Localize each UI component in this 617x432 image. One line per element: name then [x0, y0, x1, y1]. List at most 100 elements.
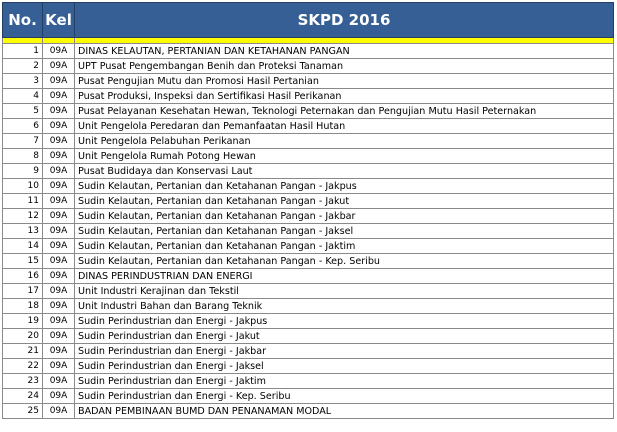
kel-cell[interactable]: 09A: [42, 208, 75, 224]
row-number-cell[interactable]: 25: [2, 403, 43, 419]
row-number-cell[interactable]: 14: [2, 238, 43, 254]
skpd-name-cell[interactable]: Sudin Perindustrian dan Energi - Jakbar: [74, 343, 614, 359]
kel-cell[interactable]: 09A: [42, 388, 75, 404]
skpd-name-cell[interactable]: Sudin Perindustrian dan Energi - Jakpus: [74, 313, 614, 329]
row-number-cell[interactable]: 6: [2, 118, 43, 134]
kel-cell[interactable]: 09A: [42, 328, 75, 344]
skpd-name-cell[interactable]: Sudin Kelautan, Pertanian dan Ketahanan …: [74, 178, 614, 194]
table-header: No. Kel SKPD 2016: [2, 2, 614, 38]
kel-cell[interactable]: 09A: [42, 43, 75, 59]
kel-cell[interactable]: 09A: [42, 133, 75, 149]
skpd-name-cell[interactable]: Sudin Kelautan, Pertanian dan Ketahanan …: [74, 223, 614, 239]
table-row: 21 09A Sudin Perindustrian dan Energi - Ja…: [2, 343, 614, 359]
kel-cell[interactable]: 09A: [42, 103, 75, 119]
skpd-name-cell[interactable]: Sudin Kelautan, Pertanian dan Ketahanan …: [74, 238, 614, 254]
row-number-cell[interactable]: 17: [2, 283, 43, 299]
kel-cell[interactable]: 09A: [42, 73, 75, 89]
table-row: 17 09A Unit Industri Kerajinan dan Tekstil: [2, 283, 614, 299]
table-row: 5 09A Pusat Pelayanan Kesehatan Hewan, Tek…: [2, 103, 614, 119]
table-row: 10 09A Sudin Kelautan, Pertanian dan Ketah…: [2, 178, 614, 194]
skpd-name-cell[interactable]: Sudin Kelautan, Pertanian dan Ketahanan …: [74, 193, 614, 209]
row-number-cell[interactable]: 10: [2, 178, 43, 194]
kel-cell[interactable]: 09A: [42, 193, 75, 209]
row-number-cell[interactable]: 19: [2, 313, 43, 329]
kel-cell[interactable]: 09A: [42, 178, 75, 194]
skpd-name-cell[interactable]: DINAS KELAUTAN, PERTANIAN DAN KETAHANAN …: [74, 43, 614, 59]
skpd-name-cell[interactable]: Sudin Perindustrian dan Energi - Kep. Se…: [74, 388, 614, 404]
skpd-name-cell[interactable]: Pusat Budidaya dan Konservasi Laut: [74, 163, 614, 179]
row-number-cell[interactable]: 18: [2, 298, 43, 314]
skpd-name-cell[interactable]: Unit Industri Kerajinan dan Tekstil: [74, 283, 614, 299]
row-number-cell[interactable]: 3: [2, 73, 43, 89]
table-body: 1 09A DINAS KELAUTAN, PERTANIAN DAN KETAHA…: [2, 37, 614, 419]
skpd-name-cell[interactable]: Sudin Kelautan, Pertanian dan Ketahanan …: [74, 253, 614, 269]
kel-cell[interactable]: 09A: [42, 268, 75, 284]
row-number-cell[interactable]: 24: [2, 388, 43, 404]
kel-cell[interactable]: 09A: [42, 88, 75, 104]
skpd-name-cell[interactable]: Sudin Perindustrian dan Energi - Jaksel: [74, 358, 614, 374]
table-row: 19 09A Sudin Perindustrian dan Energi - Ja…: [2, 313, 614, 329]
row-number-cell[interactable]: 2: [2, 58, 43, 74]
table-row: 15 09A Sudin Kelautan, Pertanian dan Ketah…: [2, 253, 614, 269]
skpd-name-cell[interactable]: DINAS PERINDUSTRIAN DAN ENERGI: [74, 268, 614, 284]
skpd-name-cell[interactable]: Pusat Produksi, Inspeksi dan Sertifikasi…: [74, 88, 614, 104]
kel-cell[interactable]: 09A: [42, 223, 75, 239]
skpd-name-cell[interactable]: Unit Pengelola Rumah Potong Hewan: [74, 148, 614, 164]
row-number-cell[interactable]: 11: [2, 193, 43, 209]
row-number-cell[interactable]: 12: [2, 208, 43, 224]
skpd-name-cell[interactable]: Pusat Pelayanan Kesehatan Hewan, Teknolo…: [74, 103, 614, 119]
table-row: 9 09A Pusat Budidaya dan Konservasi Laut: [2, 163, 614, 179]
table-row: 4 09A Pusat Produksi, Inspeksi dan Sertifi…: [2, 88, 614, 104]
table-row: 13 09A Sudin Kelautan, Pertanian dan Ketah…: [2, 223, 614, 239]
skpd-name-cell[interactable]: Sudin Perindustrian dan Energi - Jaktim: [74, 373, 614, 389]
kel-cell[interactable]: 09A: [42, 373, 75, 389]
kel-cell[interactable]: 09A: [42, 163, 75, 179]
header-kel[interactable]: Kel: [42, 2, 75, 38]
skpd-name-cell[interactable]: UPT Pusat Pengembangan Benih dan Proteks…: [74, 58, 614, 74]
table-row: 14 09A Sudin Kelautan, Pertanian dan Ketah…: [2, 238, 614, 254]
table-row: 7 09A Unit Pengelola Pelabuhan Perikanan: [2, 133, 614, 149]
row-number-cell[interactable]: 4: [2, 88, 43, 104]
row-number-cell[interactable]: 21: [2, 343, 43, 359]
row-number-cell[interactable]: 23: [2, 373, 43, 389]
row-number-cell[interactable]: 5: [2, 103, 43, 119]
row-number-cell[interactable]: 8: [2, 148, 43, 164]
skpd-name-cell[interactable]: Sudin Perindustrian dan Energi - Jakut: [74, 328, 614, 344]
row-number-cell[interactable]: 13: [2, 223, 43, 239]
kel-cell[interactable]: 09A: [42, 238, 75, 254]
header-row: No. Kel SKPD 2016: [2, 2, 614, 38]
table-row: 3 09A Pusat Pengujian Mutu dan Promosi Has…: [2, 73, 614, 89]
kel-cell[interactable]: 09A: [42, 118, 75, 134]
row-number-cell[interactable]: 16: [2, 268, 43, 284]
kel-cell[interactable]: 09A: [42, 343, 75, 359]
header-title[interactable]: SKPD 2016: [74, 2, 614, 38]
skpd-name-cell[interactable]: BADAN PEMBINAAN BUMD DAN PENANAMAN MODAL: [74, 403, 614, 419]
kel-cell[interactable]: 09A: [42, 253, 75, 269]
header-no[interactable]: No.: [2, 2, 43, 38]
kel-cell[interactable]: 09A: [42, 403, 75, 419]
table-row: 18 09A Unit Industri Bahan dan Barang Tekn…: [2, 298, 614, 314]
kel-cell[interactable]: 09A: [42, 58, 75, 74]
row-number-cell[interactable]: 9: [2, 163, 43, 179]
skpd-name-cell[interactable]: Unit Pengelola Pelabuhan Perikanan: [74, 133, 614, 149]
kel-cell[interactable]: 09A: [42, 283, 75, 299]
table-row: 1 09A DINAS KELAUTAN, PERTANIAN DAN KETAHA…: [2, 43, 614, 59]
row-number-cell[interactable]: 22: [2, 358, 43, 374]
skpd-name-cell[interactable]: Sudin Kelautan, Pertanian dan Ketahanan …: [74, 208, 614, 224]
table-row: 25 09A BADAN PEMBINAAN BUMD DAN PENANAMAN …: [2, 403, 614, 419]
row-number-cell[interactable]: 20: [2, 328, 43, 344]
row-number-cell[interactable]: 1: [2, 43, 43, 59]
table-row: 2 09A UPT Pusat Pengembangan Benih dan Pro…: [2, 58, 614, 74]
table-row: 20 09A Sudin Perindustrian dan Energi - Ja…: [2, 328, 614, 344]
skpd-name-cell[interactable]: Pusat Pengujian Mutu dan Promosi Hasil P…: [74, 73, 614, 89]
kel-cell[interactable]: 09A: [42, 148, 75, 164]
kel-cell[interactable]: 09A: [42, 298, 75, 314]
skpd-name-cell[interactable]: Unit Industri Bahan dan Barang Teknik: [74, 298, 614, 314]
kel-cell[interactable]: 09A: [42, 358, 75, 374]
row-number-cell[interactable]: 7: [2, 133, 43, 149]
table-row: 6 09A Unit Pengelola Peredaran dan Pemanfa…: [2, 118, 614, 134]
kel-cell[interactable]: 09A: [42, 313, 75, 329]
row-number-cell[interactable]: 15: [2, 253, 43, 269]
table-row: 23 09A Sudin Perindustrian dan Energi - Ja…: [2, 373, 614, 389]
skpd-name-cell[interactable]: Unit Pengelola Peredaran dan Pemanfaatan…: [74, 118, 614, 134]
